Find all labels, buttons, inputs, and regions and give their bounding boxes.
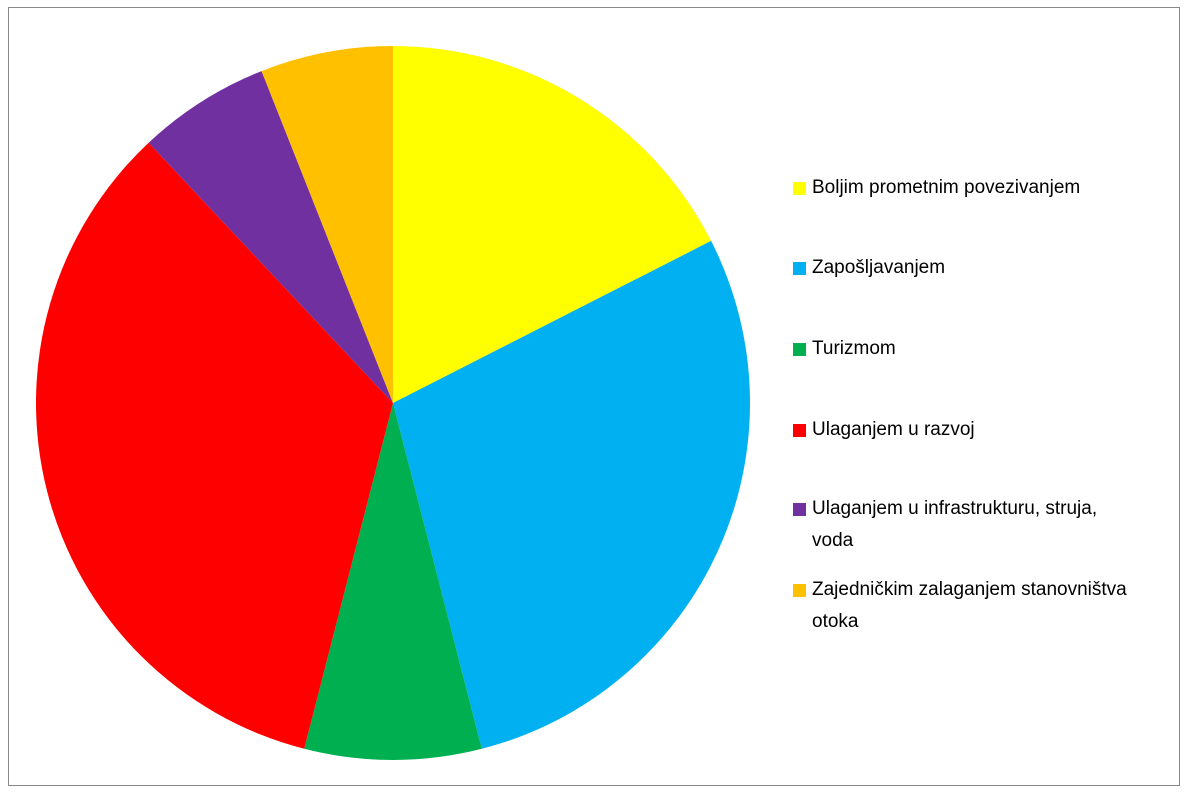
legend-swatch — [793, 182, 806, 195]
pie-slice — [148, 71, 393, 403]
pie-slice — [261, 46, 393, 403]
legend-swatch — [793, 262, 806, 275]
legend-item: Ulaganjem u razvoj — [793, 414, 1142, 446]
pie-slice — [393, 46, 712, 403]
pie — [35, 46, 750, 761]
frame — [8, 7, 1180, 786]
legend-swatch — [793, 424, 806, 437]
legend-item: Turizmom — [793, 333, 1142, 365]
legend-label: Turizmom — [812, 338, 896, 359]
legend-label: Ulaganjem u razvoj — [812, 419, 975, 440]
legend-item: Ulaganjem u infrastrukturu, struja, voda — [793, 493, 1142, 557]
legend-swatch — [793, 584, 806, 597]
pie-slice — [393, 240, 750, 749]
legend-swatch — [793, 343, 806, 356]
legend-item: Zajedničkim zalaganjem stanovništva otok… — [793, 574, 1142, 638]
legend-item: Boljim prometnim povezivanjem — [793, 172, 1142, 204]
legend-label: Boljim prometnim povezivanjem — [812, 177, 1081, 198]
legend-label: Ulaganjem u infrastrukturu, struja, voda — [812, 498, 1098, 551]
pie-slice — [35, 142, 393, 749]
legend-label: Zajedničkim zalaganjem stanovništva otok… — [812, 579, 1127, 632]
legend-item: Zapošljavanjem — [793, 252, 1142, 284]
pie-slice — [304, 403, 482, 761]
legend-label: Zapošljavanjem — [812, 257, 946, 278]
legend-swatch — [793, 503, 806, 516]
